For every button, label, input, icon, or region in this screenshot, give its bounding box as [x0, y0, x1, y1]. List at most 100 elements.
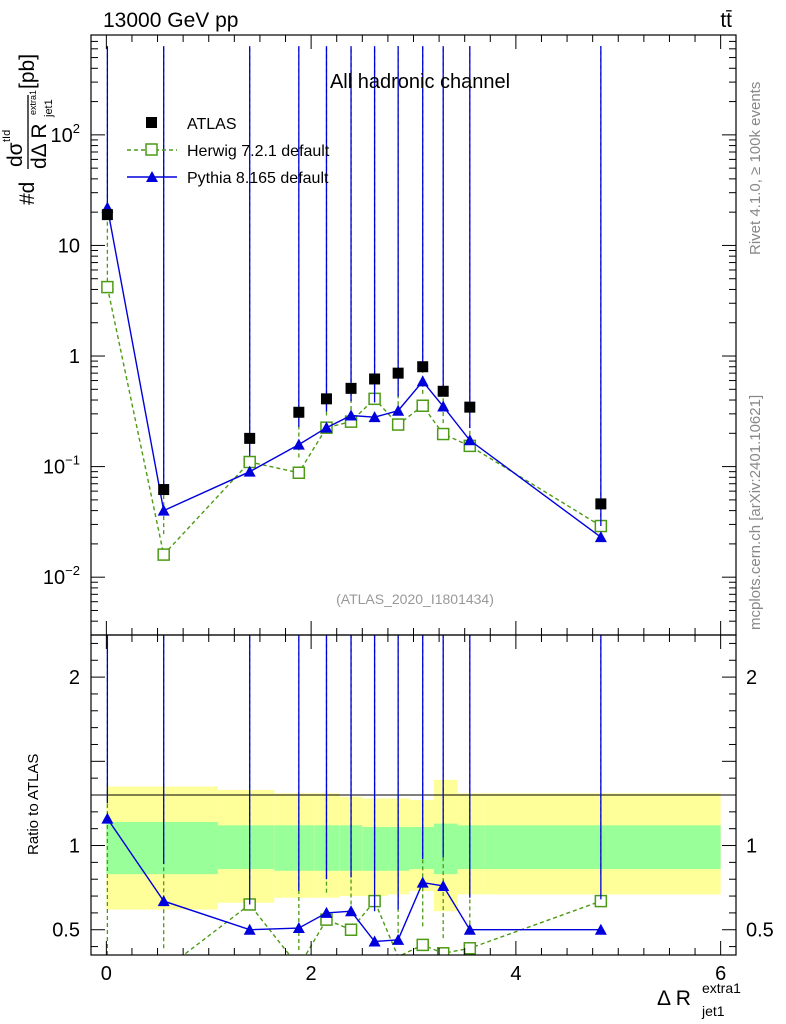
legend-marker-atlas [146, 117, 157, 128]
ratio-y-tick-label-right: 0.5 [746, 920, 774, 942]
process-label: tt̄ [720, 9, 732, 32]
main-herwig-point [157, 548, 170, 561]
ratio-pythia-line [106, 818, 601, 943]
main-y-tick-label: 10−1 [43, 453, 80, 479]
ratio-y-tick-label-left: 0.5 [52, 920, 80, 942]
main-y-tick-label: 10−2 [43, 563, 80, 589]
main-pythia-point [392, 404, 405, 416]
ratio-y-tick-label-left: 2 [69, 667, 80, 689]
legend-label-atlas: ATLAS [187, 116, 237, 133]
main-pythia-point [463, 434, 476, 446]
xlabel-sub: jet1 [701, 1003, 725, 1019]
ratio-pythia-point [437, 879, 450, 891]
main-atlas-point [244, 432, 256, 444]
main-y-axis-label: #d dσ tId dΔ R jet1 extra1 [pb] [1, 54, 55, 205]
main-herwig-point [292, 466, 306, 479]
band-inner-bin [274, 825, 315, 871]
main-panel-data [101, 46, 608, 561]
ratio-herwig-point [344, 923, 358, 936]
ratio-pythia-point [368, 935, 381, 947]
main-atlas-point [320, 393, 332, 405]
ratio-herwig-point [436, 947, 450, 955]
ratio-pythia-point [243, 923, 256, 935]
xlabel-main: Δ R [657, 987, 691, 1010]
ratio-pythia-point [157, 895, 170, 907]
ratio-herwig-point [463, 942, 477, 955]
ylabel-den-sup: extra1 [28, 90, 38, 115]
main-atlas-point [437, 385, 449, 397]
main-atlas-point [293, 406, 305, 418]
side-label-bottom: mcplots.cern.ch [arXiv:2401.10621] [747, 395, 764, 630]
x-tick-label: 6 [715, 963, 726, 985]
ratio-pythia-point [320, 906, 333, 918]
band-inner-bin [484, 825, 721, 870]
legend-marker-herwig [145, 143, 158, 156]
main-pythia-line [106, 207, 602, 538]
ratio-pythia-point [463, 923, 476, 935]
main-y-tick-label: 102 [51, 121, 80, 147]
main-pythia-point [594, 531, 607, 543]
main-pythia-point [368, 411, 381, 423]
main-pythia-point [243, 465, 256, 477]
main-atlas-point [158, 484, 170, 496]
main-y-tick-label: 10 [58, 235, 80, 257]
x-axis-label: Δ R extra1 jet1 [657, 980, 741, 1019]
x-tick-label: 2 [306, 963, 317, 985]
legend-label-herwig: Herwig 7.2.1 default [187, 143, 330, 160]
main-pythia-point [157, 504, 170, 516]
ylabel-den-sub: jet1 [43, 99, 55, 118]
legend-marker-pythia [146, 171, 158, 182]
main-herwig-point [391, 418, 405, 431]
ratio-pythia-point [392, 933, 405, 945]
ratio-panel-data [101, 635, 608, 955]
legend: ATLAS Herwig 7.2.1 default Pythia 8.165 … [127, 116, 330, 187]
main-pythia-point [437, 400, 450, 412]
x-tick-label: 0 [101, 963, 112, 985]
axis-ticks [91, 34, 736, 955]
ratio-y-tick-label-right: 1 [746, 836, 757, 858]
main-herwig-point [436, 427, 450, 441]
main-pythia-point [292, 438, 305, 450]
ratio-y-tick-label-right: 2 [746, 667, 757, 689]
main-pythia-point [345, 409, 358, 421]
ylabel-den: dΔ R [28, 123, 51, 169]
side-label-top: Rivet 4.1.0, ≥ 100k events [747, 82, 764, 255]
band-inner-bin [217, 825, 275, 870]
ratio-y-tick-label-left: 1 [69, 836, 80, 858]
x-tick-label: 4 [510, 963, 521, 985]
energy-label: 13000 GeV pp [103, 9, 238, 32]
ratio-uncertainty-bands [106, 779, 721, 912]
band-inner-bin [409, 827, 434, 870]
ratio-pythia-point [594, 923, 607, 935]
analysis-id: (ATLAS_2020_I1801434) [336, 591, 494, 607]
ratio-pythia-point [345, 905, 358, 917]
main-atlas-point [392, 367, 404, 379]
main-herwig-point [416, 399, 429, 413]
ratio-pythia-point [101, 812, 114, 824]
ratio-y-axis-label: Ratio to ATLAS [25, 754, 42, 855]
band-inner-bin [433, 823, 458, 875]
main-atlas-point [101, 209, 113, 221]
ratio-pythia-point [416, 876, 429, 888]
main-atlas-point [595, 498, 607, 510]
ylabel-num-sup: tId [1, 130, 13, 142]
ratio-clipped-data [101, 635, 608, 955]
main-pythia-point [416, 375, 429, 387]
main-y-tick-label: 1 [69, 346, 80, 368]
band-inner-bin [457, 825, 485, 870]
ylabel-unit: [pb] [16, 54, 39, 89]
main-herwig-point [101, 280, 114, 294]
channel-label: All hadronic channel [330, 71, 510, 93]
ratio-herwig-point [416, 938, 429, 952]
xlabel-sup: extra1 [702, 980, 741, 996]
band-inner-bin [106, 821, 218, 875]
ratio-pythia-point [292, 922, 305, 934]
main-atlas-point [417, 361, 429, 373]
tick-labels: 0 2 4 6 10−2 10−1 1 10 102 0.5 0.5 1 1 2 2 [43, 121, 774, 985]
main-atlas-point [369, 373, 381, 385]
main-atlas-point [464, 401, 476, 413]
ylabel-prefix: #d [16, 182, 39, 205]
ylabel-num: dσ [4, 142, 27, 167]
main-atlas-point [345, 382, 357, 394]
